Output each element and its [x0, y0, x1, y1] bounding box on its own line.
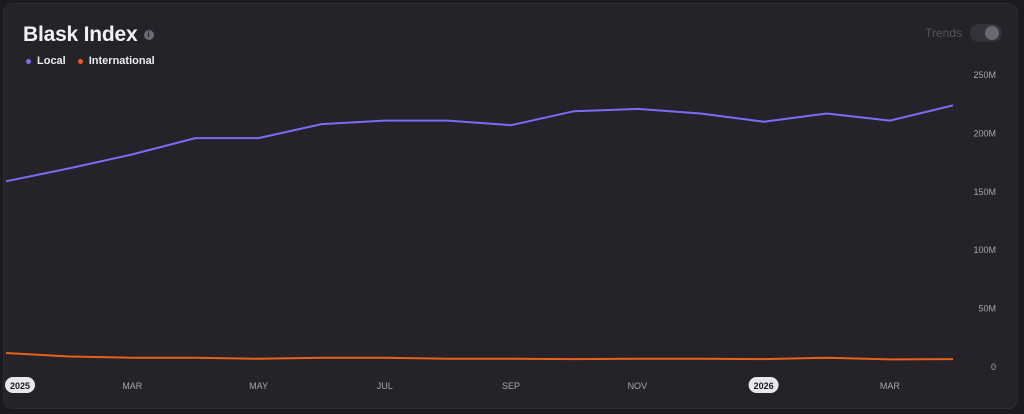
legend-item-local[interactable]: Local	[26, 55, 66, 67]
x-tick-label: 2025	[10, 381, 30, 391]
chart-title: Blask Index	[23, 23, 138, 46]
x-tick-label: NOV	[628, 381, 648, 391]
x-tick-label: MAR	[880, 381, 901, 391]
x-tick-label: MAY	[249, 381, 268, 391]
y-tick-label: 0	[991, 362, 996, 372]
line-chart: 0 50M 100M 150M 200M 250M 2025 MAR MAY JUL SEP NOV 2…	[5, 70, 996, 393]
legend-label-international: International	[88, 55, 155, 67]
trends-toggle-knob	[985, 26, 999, 40]
series-line-international[interactable]	[5, 352, 954, 361]
chart-card: Blask Index i Local International Trends…	[3, 3, 1018, 409]
x-tick-label: JUL	[377, 381, 393, 391]
y-tick-label: 100M	[973, 245, 996, 255]
trends-toggle[interactable]	[970, 24, 1002, 42]
x-tick-year-pill	[5, 377, 35, 393]
x-tick-label: SEP	[502, 381, 520, 391]
info-icon[interactable]: i	[143, 30, 154, 40]
trends-control: Trends	[925, 24, 1002, 42]
y-tick-label: 200M	[973, 128, 996, 138]
legend-dot-local	[26, 58, 31, 64]
title-row: Blask Index i	[23, 23, 154, 47]
legend: Local International	[26, 55, 167, 67]
x-tick-label: 2026	[754, 381, 774, 391]
y-tick-label: 150M	[973, 187, 996, 197]
series-line-local[interactable]	[5, 104, 954, 183]
legend-item-international[interactable]: International	[77, 55, 155, 67]
legend-dot-international	[77, 58, 83, 64]
x-tick-year-pill	[748, 377, 779, 393]
trends-label: Trends	[925, 26, 962, 40]
legend-label-local: Local	[37, 55, 66, 67]
x-tick-label: MAR	[122, 381, 143, 391]
y-tick-label: 50M	[978, 304, 996, 314]
y-tick-label: 250M	[973, 70, 996, 80]
